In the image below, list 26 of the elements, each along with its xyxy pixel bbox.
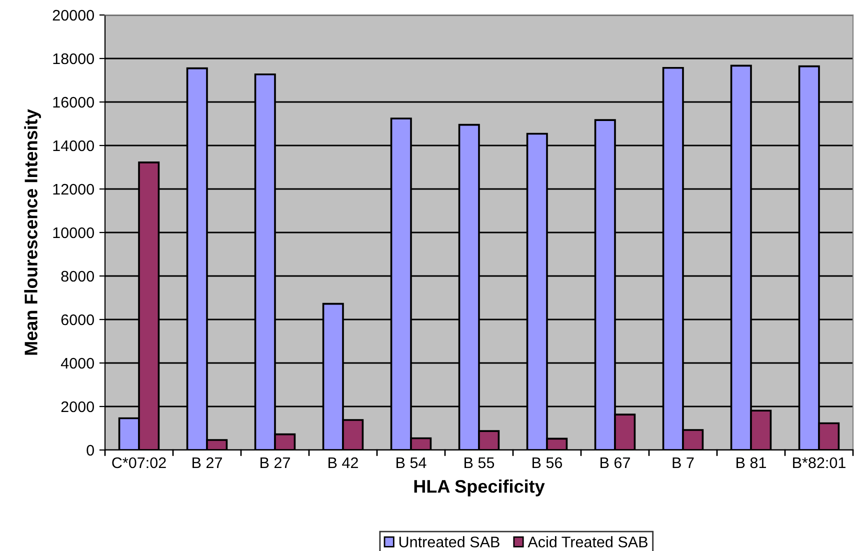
y-tick-label: 2000: [61, 401, 94, 412]
x-tick-label: C*07:02: [112, 457, 166, 468]
y-tick-label: 18000: [53, 53, 94, 64]
y-tick-label: 0: [86, 444, 94, 456]
x-tick-label: B*82:01: [793, 457, 846, 468]
x-axis-title: HLA Specificity: [414, 480, 545, 496]
legend-label: Acid Treated SAB: [528, 536, 648, 548]
y-axis-title: Mean Flourescence Intensity: [24, 109, 41, 355]
y-tick-label: 16000: [53, 96, 94, 108]
y-tick-label: 12000: [53, 184, 94, 195]
y-tick-label: 8000: [61, 270, 94, 282]
y-tick-label: 6000: [61, 314, 94, 326]
x-tick-label: B 67: [600, 457, 630, 468]
x-tick-label: B 27: [260, 457, 290, 468]
y-tick-label: 10000: [53, 227, 94, 238]
y-tick-label: 14000: [53, 140, 94, 152]
x-tick-label: B 54: [396, 458, 426, 468]
legend-label: Untreated SAB: [399, 536, 500, 548]
x-tick-label: B 56: [532, 457, 562, 468]
x-tick-label: B 81: [736, 457, 766, 468]
x-tick-label: B 7: [672, 458, 694, 468]
y-tick-label: 4000: [60, 358, 94, 369]
x-tick-label: B 42: [328, 457, 358, 468]
y-tick-label: 20000: [52, 10, 94, 21]
x-tick-label: B 27: [192, 457, 222, 468]
x-tick-label: B 55: [464, 458, 494, 468]
